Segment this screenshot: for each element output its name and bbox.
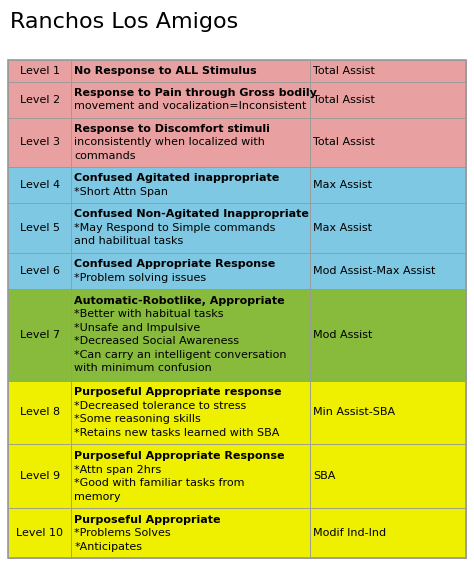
Bar — [8, 508, 71, 558]
Text: *Unsafe and Impulsive: *Unsafe and Impulsive — [74, 323, 201, 333]
Text: Automatic-Robotlike, Appropriate: Automatic-Robotlike, Appropriate — [74, 296, 285, 306]
Bar — [310, 289, 466, 381]
Text: Mod Assist: Mod Assist — [313, 329, 373, 340]
Bar — [8, 381, 71, 444]
Bar — [310, 117, 466, 168]
Text: Level 3: Level 3 — [19, 138, 60, 147]
Text: Level 6: Level 6 — [19, 266, 60, 276]
Text: *May Respond to Simple commands: *May Respond to Simple commands — [74, 223, 275, 233]
Bar — [71, 82, 310, 117]
Text: *Attn span 2hrs: *Attn span 2hrs — [74, 465, 162, 474]
Text: Level 1: Level 1 — [19, 66, 60, 76]
Text: Confused Appropriate Response: Confused Appropriate Response — [74, 259, 275, 269]
Text: memory: memory — [74, 492, 121, 501]
Bar — [71, 253, 310, 289]
Bar — [71, 508, 310, 558]
Text: *Decreased Social Awareness: *Decreased Social Awareness — [74, 336, 239, 346]
Bar — [8, 289, 71, 381]
Text: Level 4: Level 4 — [19, 180, 60, 190]
Bar — [310, 253, 466, 289]
Bar — [8, 203, 71, 253]
Bar — [71, 444, 310, 508]
Bar — [8, 60, 466, 558]
Text: with minimum confusion: with minimum confusion — [74, 363, 212, 373]
Text: *Can carry an intelligent conversation: *Can carry an intelligent conversation — [74, 350, 287, 360]
Bar — [310, 82, 466, 117]
Text: and habilitual tasks: and habilitual tasks — [74, 236, 183, 246]
Bar — [310, 203, 466, 253]
Text: Total Assist: Total Assist — [313, 66, 375, 76]
Text: Purposeful Appropriate: Purposeful Appropriate — [74, 514, 221, 525]
Text: Level 5: Level 5 — [19, 223, 60, 233]
Text: *Short Attn Span: *Short Attn Span — [74, 187, 168, 197]
Text: Max Assist: Max Assist — [313, 223, 372, 233]
Text: commands: commands — [74, 151, 136, 161]
Text: Level 9: Level 9 — [19, 472, 60, 481]
Bar — [71, 203, 310, 253]
Bar — [71, 381, 310, 444]
Text: inconsistently when localized with: inconsistently when localized with — [74, 138, 265, 147]
Bar — [71, 117, 310, 168]
Text: *Problem solving issues: *Problem solving issues — [74, 272, 206, 283]
Text: Purposeful Appropriate response: Purposeful Appropriate response — [74, 387, 282, 397]
Bar — [8, 168, 71, 203]
Text: SBA: SBA — [313, 472, 336, 481]
Text: Total Assist: Total Assist — [313, 95, 375, 105]
Bar — [8, 253, 71, 289]
Bar — [310, 168, 466, 203]
Bar — [8, 117, 71, 168]
Text: Confused Agitated inappropriate: Confused Agitated inappropriate — [74, 174, 280, 183]
Text: *Better with habitual tasks: *Better with habitual tasks — [74, 309, 224, 319]
Bar — [71, 60, 310, 82]
Text: *Retains new tasks learned with SBA: *Retains new tasks learned with SBA — [74, 428, 280, 438]
Text: *Anticipates: *Anticipates — [74, 541, 142, 552]
Text: Response to Discomfort stimuli: Response to Discomfort stimuli — [74, 124, 270, 134]
Text: Level 10: Level 10 — [16, 528, 63, 538]
Text: Modif Ind-Ind: Modif Ind-Ind — [313, 528, 386, 538]
Text: Level 8: Level 8 — [19, 407, 60, 417]
Text: Mod Assist-Max Assist: Mod Assist-Max Assist — [313, 266, 436, 276]
Text: *Some reasoning skills: *Some reasoning skills — [74, 414, 201, 424]
Bar — [310, 444, 466, 508]
Bar — [8, 444, 71, 508]
Text: *Good with familiar tasks from: *Good with familiar tasks from — [74, 478, 245, 488]
Bar — [71, 168, 310, 203]
Text: Max Assist: Max Assist — [313, 180, 372, 190]
Text: Level 2: Level 2 — [19, 95, 60, 105]
Bar — [310, 381, 466, 444]
Bar — [310, 508, 466, 558]
Bar — [8, 60, 71, 82]
Text: Min Assist-SBA: Min Assist-SBA — [313, 407, 395, 417]
Text: Confused Non-Agitated Inappropriate: Confused Non-Agitated Inappropriate — [74, 209, 309, 219]
Bar — [310, 60, 466, 82]
Text: movement and vocalization=Inconsistent: movement and vocalization=Inconsistent — [74, 102, 307, 111]
Text: *Problems Solves: *Problems Solves — [74, 528, 171, 538]
Bar — [71, 289, 310, 381]
Text: Level 7: Level 7 — [19, 329, 60, 340]
Text: Ranchos Los Amigos: Ranchos Los Amigos — [10, 12, 238, 32]
Text: Total Assist: Total Assist — [313, 138, 375, 147]
Text: No Response to ALL Stimulus: No Response to ALL Stimulus — [74, 66, 257, 76]
Text: Response to Pain through Gross bodily: Response to Pain through Gross bodily — [74, 88, 317, 98]
Bar — [8, 82, 71, 117]
Text: Purposeful Appropriate Response: Purposeful Appropriate Response — [74, 451, 285, 461]
Text: *Decreased tolerance to stress: *Decreased tolerance to stress — [74, 400, 246, 411]
